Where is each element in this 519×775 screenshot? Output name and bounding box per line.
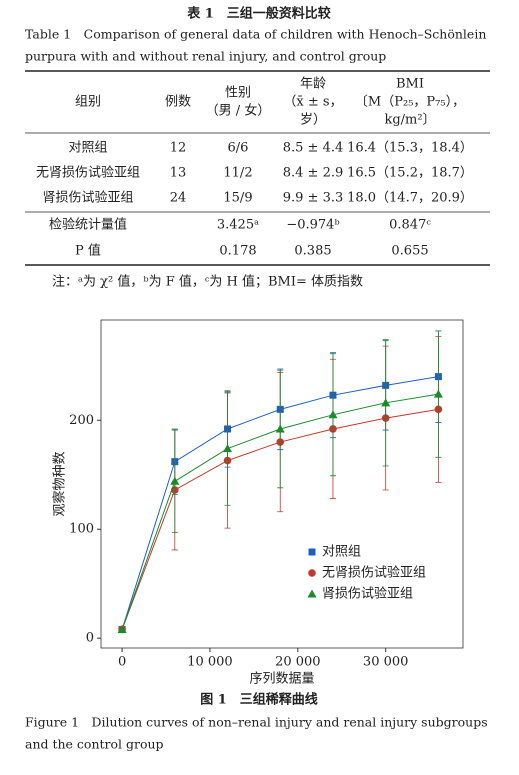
table-header: BMI — [396, 77, 424, 92]
table-caption-cn: 表 1 三组一般资料比较 — [186, 6, 331, 22]
figure-caption-cn: 图 1 三组稀释曲线 — [200, 692, 318, 708]
marker — [433, 389, 443, 398]
table-cell: 肾损伤试验亚组 — [42, 190, 133, 206]
table-header: 例数 — [165, 95, 191, 110]
table-cell: P 值 — [75, 243, 101, 259]
table-cell: 12 — [170, 141, 187, 156]
table-header: 岁） — [300, 113, 326, 128]
table-cell: 对照组 — [68, 141, 107, 156]
table-cell: 0.655 — [391, 244, 428, 259]
table-cell: 9.9 ± 3.3 — [283, 191, 344, 206]
marker — [117, 624, 127, 633]
marker — [223, 444, 233, 453]
x-tick-label: 20 000 — [275, 655, 321, 670]
table-cell: 8.4 ± 2.9 — [283, 166, 344, 181]
figure-caption-en: and the control group — [25, 737, 164, 752]
marker — [275, 424, 285, 433]
table-cell: 15/9 — [223, 191, 252, 206]
table-cell: 3.425ᵃ — [217, 218, 259, 233]
legend-label: 无肾损伤试验亚组 — [322, 565, 426, 581]
table-cell: 0.385 — [294, 244, 331, 259]
table-header: 性别 — [225, 86, 251, 101]
table-header: 组别 — [75, 95, 101, 110]
legend-marker — [308, 548, 316, 556]
x-tick-label: 30 000 — [363, 655, 409, 670]
table-cell: 18.0（14.7，20.9） — [347, 191, 473, 206]
table-caption-en: Table 1 Comparison of general data of ch… — [25, 27, 486, 42]
table-cell: 0.847ᶜ — [389, 218, 431, 233]
table-cell: −0.974ᵇ — [286, 218, 339, 233]
legend-label: 对照组 — [322, 545, 361, 560]
table-cell: 8.5 ± 4.4 — [283, 141, 344, 156]
table-note: 注：ᵃ为 χ² 值，ᵇ为 F 值，ᶜ为 H 值；BMI= 体质指数 — [52, 274, 363, 290]
table-cell: 0.178 — [219, 244, 256, 259]
table-header: （男 / 女） — [206, 103, 271, 119]
table-caption-en: purpura with and without renal injury, a… — [25, 49, 386, 64]
table-header: 〔M（P₂₅，P₇₅）， — [355, 95, 465, 110]
x-tick-label: 10 000 — [187, 655, 233, 670]
y-tick-label: 100 — [69, 522, 94, 537]
table-cell: 检验统计量值 — [49, 217, 127, 233]
table-header: 年龄 — [300, 77, 326, 92]
y-axis-label: 观察物种数 — [53, 451, 68, 516]
y-tick-label: 200 — [69, 413, 94, 428]
y-tick-label: 0 — [86, 631, 94, 646]
table-cell: 16.5（15.2，18.7） — [347, 166, 473, 181]
x-tick-label: 0 — [118, 655, 126, 670]
table-cell: 无肾损伤试验亚组 — [36, 165, 140, 181]
table-cell: 16.4（15.3，18.4） — [347, 141, 473, 156]
table-header: （x̄ ± s， — [283, 95, 342, 110]
legend-label: 肾损伤试验亚组 — [322, 586, 413, 602]
figure-caption-en: Figure 1 Dilution curves of non–renal in… — [25, 715, 488, 730]
x-axis-label: 序列数据量 — [249, 672, 314, 687]
plot-frame — [100, 319, 464, 649]
table-cell: 11/2 — [223, 166, 252, 181]
legend-marker — [308, 569, 316, 577]
table-cell: 24 — [170, 191, 187, 206]
marker — [328, 410, 338, 419]
table-cell: 13 — [170, 166, 187, 181]
marker — [170, 476, 180, 485]
legend-marker — [307, 589, 317, 598]
table-cell: 6/6 — [228, 141, 249, 156]
marker — [381, 398, 391, 407]
table-header: kg/m²〕 — [384, 113, 435, 128]
